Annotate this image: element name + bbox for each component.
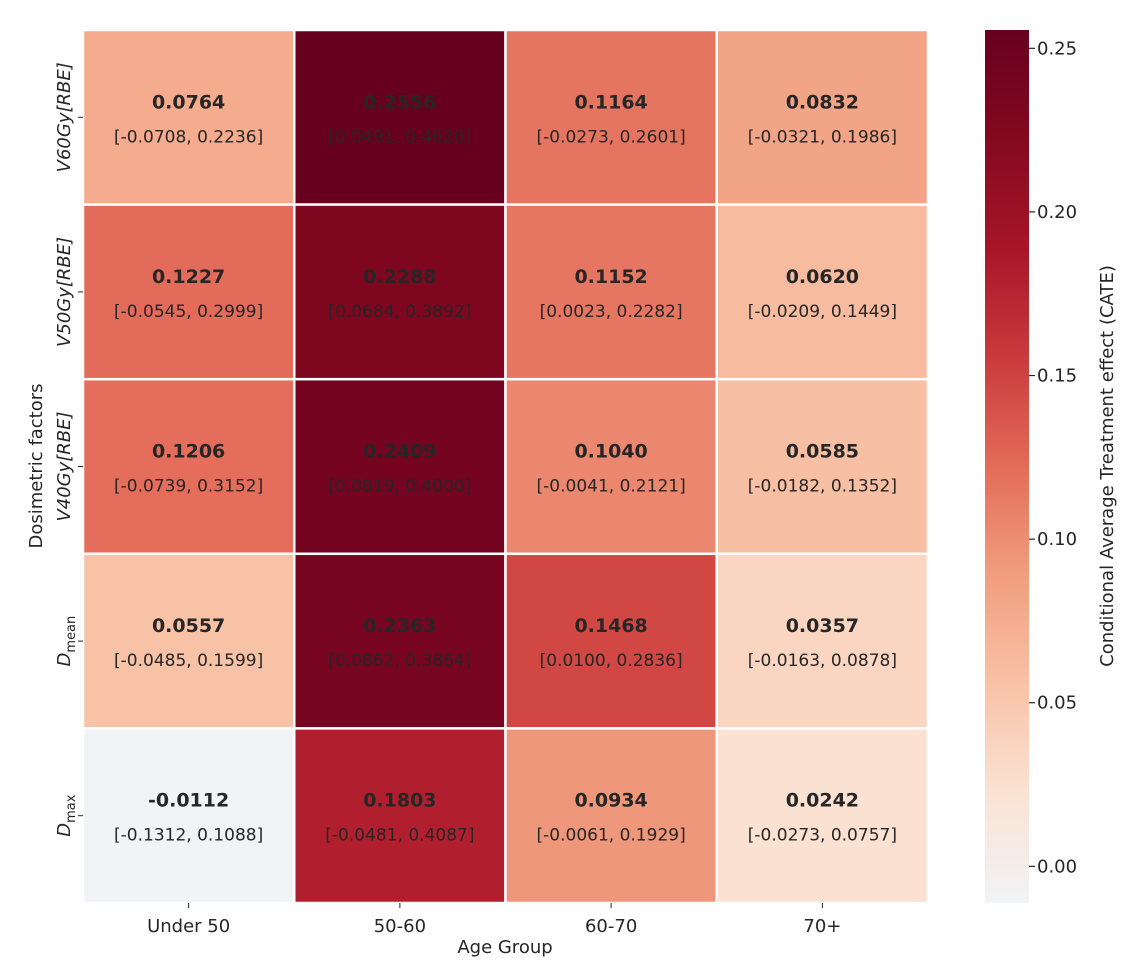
heatmap-cell [81, 203, 296, 381]
cell-value-label: -0.0112 [148, 790, 229, 812]
x-tick-label: 50-60 [374, 916, 426, 937]
y-tick-label-base: V40Gy[RBE] [54, 411, 75, 521]
cell-ci-label: [-0.0321, 0.1986] [748, 127, 897, 147]
cell-ci-label: [-0.0209, 0.1449] [748, 302, 897, 322]
heatmap-cell [81, 377, 296, 556]
heatmap-cell [715, 552, 930, 730]
cell-ci-label: [-0.0041, 0.2121] [537, 477, 686, 497]
colorbar-title: Conditional Average Treatment effect (CA… [1097, 265, 1118, 667]
y-tick-label-base: D [54, 823, 75, 837]
y-tick-label: Dmax [54, 794, 79, 837]
x-tick-label: 70+ [803, 916, 841, 937]
y-tick-label-base: V50Gy[RBE] [54, 237, 75, 347]
y-axis-title: Dosimetric factors [26, 383, 47, 548]
heatmap-cell [715, 28, 930, 206]
cell-value-label: 0.2363 [363, 615, 436, 637]
y-tick-label-base: D [54, 653, 75, 667]
cell-value-label: 0.0357 [786, 615, 859, 637]
cell-value-label: 0.1468 [574, 615, 647, 637]
heatmap-cell [293, 28, 507, 206]
cell-ci-label: [0.0819, 0.4000] [328, 477, 471, 497]
cell-value-label: 0.1803 [363, 790, 436, 812]
cell-ci-label: [-0.0481, 0.4087] [325, 826, 474, 846]
cell-ci-label: [-0.0545, 0.2999] [114, 302, 263, 322]
heatmap-cell [504, 203, 718, 381]
x-axis-title: Age Group [457, 937, 552, 958]
colorbar-tick-label: 0.10 [1037, 529, 1077, 550]
cell-ci-label: [0.0491, 0.4620] [328, 127, 471, 147]
y-tick-label: V60Gy[RBE] [54, 62, 75, 172]
cell-ci-label: [0.0862, 0.3864] [328, 651, 471, 671]
cell-value-label: 0.0832 [786, 91, 859, 113]
cell-value-label: 0.0934 [574, 790, 647, 812]
heatmap-cell [293, 203, 507, 381]
heatmap-cell [715, 727, 930, 905]
heatmap-cell [81, 552, 296, 730]
heatmap-cell [504, 727, 718, 905]
cell-ci-label: [-0.0273, 0.2601] [537, 127, 686, 147]
cell-ci-label: [-0.0273, 0.0757] [748, 826, 897, 846]
heatmap-cell [293, 552, 507, 730]
cell-value-label: 0.1227 [152, 266, 225, 288]
x-axis-ticks: Under 50 50-60 60-70 70+ [147, 903, 841, 937]
heatmap-cell [715, 377, 930, 556]
cell-value-label: 0.1152 [574, 266, 647, 288]
cell-value-label: 0.2556 [363, 91, 436, 113]
cell-ci-label: [-0.0708, 0.2236] [114, 127, 263, 147]
x-tick-label: 60-70 [585, 916, 637, 937]
heatmap-cell [81, 28, 296, 206]
colorbar-tick-label: 0.00 [1037, 856, 1077, 877]
cell-value-label: 0.0620 [786, 266, 859, 288]
colorbar-ticks: 0.00 0.05 0.10 0.15 0.20 0.25 [1029, 38, 1077, 877]
colorbar-tick-label: 0.15 [1037, 366, 1077, 387]
heatmap-cell [715, 203, 930, 381]
cell-ci-label: [-0.0163, 0.0878] [748, 651, 897, 671]
cell-value-label: 0.0764 [152, 91, 225, 113]
heatmap-cells [81, 28, 930, 905]
y-tick-label: V40Gy[RBE] [54, 411, 75, 521]
cell-ci-label: [0.0100, 0.2836] [540, 651, 683, 671]
y-tick-label-subscript: max [64, 794, 79, 823]
heatmap-cell [293, 727, 507, 905]
colorbar [985, 30, 1029, 903]
cell-ci-label: [0.0023, 0.2282] [540, 302, 683, 322]
heatmap-cell [504, 377, 718, 556]
colorbar-tick-label: 0.20 [1037, 202, 1077, 223]
colorbar-tick-label: 0.05 [1037, 693, 1077, 714]
y-tick-label: V50Gy[RBE] [54, 237, 75, 347]
cell-value-label: 0.0242 [786, 790, 859, 812]
cell-ci-label: [-0.1312, 0.1088] [114, 826, 263, 846]
y-tick-label-base: V60Gy[RBE] [54, 62, 75, 172]
cell-ci-label: [-0.0739, 0.3152] [114, 477, 263, 497]
heatmap-cell-labels: 0.0764 [-0.0708, 0.2236] 0.2556 [0.0491, 0.… [114, 91, 897, 845]
heatmap-cell [504, 28, 718, 206]
cell-ci-label: [-0.0485, 0.1599] [114, 651, 263, 671]
y-tick-label-subscript: mean [64, 616, 79, 653]
heatmap-cell [293, 377, 507, 556]
cell-value-label: 0.1164 [574, 91, 647, 113]
cell-ci-label: [0.0684, 0.3892] [328, 302, 471, 322]
cell-value-label: 0.2288 [363, 266, 436, 288]
cell-ci-label: [-0.0182, 0.1352] [748, 477, 897, 497]
cell-value-label: 0.1040 [574, 441, 647, 463]
heatmap-cell [81, 727, 296, 905]
cell-value-label: 0.0557 [152, 615, 225, 637]
x-tick-label: Under 50 [147, 916, 230, 937]
cell-ci-label: [-0.0061, 0.1929] [537, 826, 686, 846]
cell-value-label: 0.1206 [152, 441, 225, 463]
cell-value-label: 0.2409 [363, 441, 436, 463]
y-tick-label: Dmean [54, 616, 79, 667]
colorbar-tick-label: 0.25 [1037, 38, 1077, 59]
cell-value-label: 0.0585 [786, 441, 859, 463]
heatmap-cell [504, 552, 718, 730]
